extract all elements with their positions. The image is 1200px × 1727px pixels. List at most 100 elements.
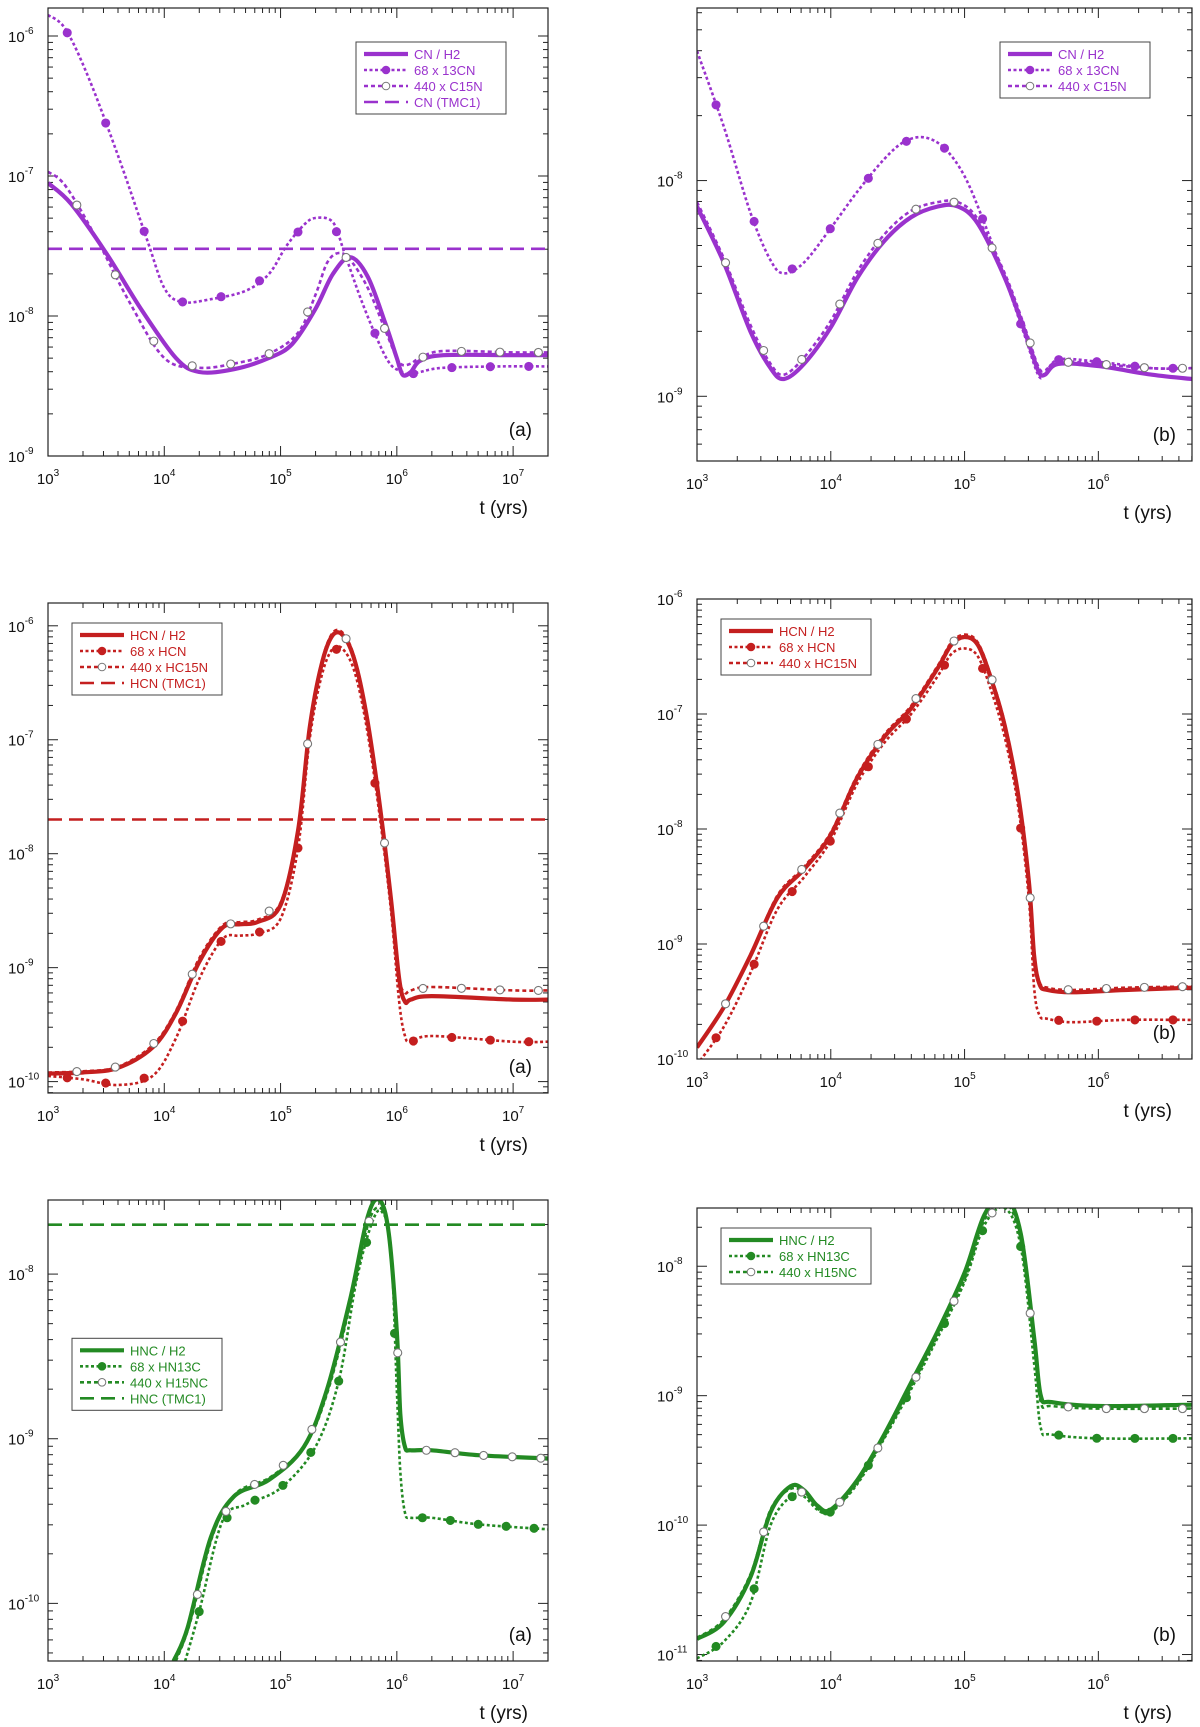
data-point — [501, 1521, 511, 1531]
y-tick-label: 10-9 — [657, 934, 683, 954]
x-axis-label: t (yrs) — [479, 1703, 528, 1724]
y-tick-label: 10-7 — [657, 704, 683, 724]
x-tick-label: 106 — [386, 468, 409, 488]
data-point — [1130, 1015, 1140, 1025]
x-tick-label: 105 — [953, 1071, 976, 1091]
data-point — [987, 243, 997, 253]
data-point — [1101, 983, 1111, 994]
data-point — [456, 983, 467, 993]
data-point — [485, 362, 495, 372]
data-point — [72, 1066, 82, 1077]
y-tick-label: 10-11 — [657, 1645, 688, 1665]
data-point — [1092, 1016, 1102, 1026]
y-tick-label: 10-8 — [8, 844, 34, 864]
legend-marker — [97, 662, 107, 672]
x-tick-label: 105 — [269, 1673, 292, 1693]
data-point — [303, 307, 313, 317]
data-point — [524, 361, 534, 371]
data-point — [835, 808, 845, 818]
legend-label: HCN / H2 — [779, 624, 835, 639]
plot-frame — [696, 7, 1193, 462]
data-point — [797, 864, 807, 874]
x-tick-label: 106 — [386, 1673, 409, 1693]
legend-marker — [1025, 81, 1035, 91]
legend-label: CN / H2 — [414, 47, 460, 62]
data-point — [911, 694, 921, 704]
data-point — [987, 1208, 997, 1218]
data-point — [408, 369, 418, 379]
data-point — [101, 118, 111, 128]
x-axis-label: t (yrs) — [1123, 503, 1172, 524]
data-point — [835, 1497, 845, 1507]
data-point — [797, 354, 807, 364]
data-point — [949, 197, 959, 207]
data-point — [911, 204, 921, 214]
data-point — [949, 636, 959, 646]
data-point — [149, 1038, 159, 1049]
data-point — [334, 1376, 344, 1386]
x-tick-label: 106 — [1087, 1673, 1110, 1693]
y-tick-label: 10-8 — [657, 1256, 683, 1276]
legend-marker — [97, 646, 107, 656]
data-point — [1177, 1404, 1188, 1414]
data-point — [901, 714, 911, 724]
data-point — [495, 985, 505, 995]
plot-frame — [47, 7, 549, 457]
data-point — [507, 1452, 517, 1462]
data-point — [749, 959, 759, 969]
y-tick-label: 10-10 — [657, 1049, 689, 1069]
series-line — [697, 633, 1192, 1049]
series-line — [48, 170, 548, 370]
data-point — [978, 214, 988, 224]
series-line — [171, 1200, 548, 1661]
legend-label: 68 x HCN — [130, 644, 186, 659]
legend-label: 440 x HC15N — [779, 656, 857, 671]
series-line — [697, 199, 1192, 377]
data-point — [759, 921, 769, 931]
data-point — [110, 1062, 120, 1072]
plot-frame — [696, 598, 1193, 1060]
data-point — [1139, 1404, 1149, 1414]
legend-marker — [1025, 65, 1035, 75]
data-point — [721, 999, 731, 1009]
legend-label: 440 x C15N — [414, 79, 483, 94]
x-tick-label: 104 — [153, 468, 176, 488]
data-point — [721, 1611, 731, 1622]
y-tick-label: 10-8 — [8, 306, 34, 326]
data-point — [711, 1641, 721, 1651]
data-point — [307, 1424, 317, 1435]
y-tick-label: 10-7 — [8, 166, 34, 186]
data-point — [1177, 982, 1188, 992]
data-point — [178, 1016, 188, 1026]
chart-panel-6: 103 104 105 106 10-11 10-10 10-9 10-8 HNC / H268… — [657, 1207, 1193, 1724]
data-point — [417, 1513, 427, 1523]
data-point — [178, 297, 188, 307]
legend-label: 68 x HN13C — [130, 1359, 201, 1374]
x-tick-label: 103 — [37, 1105, 60, 1125]
data-point — [293, 227, 303, 237]
data-point — [72, 200, 82, 210]
data-point — [62, 1073, 72, 1083]
data-point — [939, 143, 950, 153]
legend-marker — [381, 65, 391, 75]
series-line — [697, 50, 1192, 380]
legend-label: 68 x 13CN — [414, 63, 475, 78]
legend-marker — [746, 1267, 756, 1277]
x-tick-label: 103 — [37, 468, 60, 488]
data-point — [254, 927, 265, 937]
data-point — [139, 226, 149, 236]
data-point — [873, 1443, 883, 1453]
data-point — [408, 1036, 418, 1046]
data-point — [835, 299, 845, 309]
data-point — [495, 347, 505, 357]
data-point — [536, 1453, 546, 1463]
data-point — [221, 1506, 231, 1516]
series-line — [48, 628, 548, 1074]
data-point — [216, 936, 226, 947]
x-tick-label: 107 — [502, 468, 525, 488]
legend-label: 440 x C15N — [1058, 79, 1127, 94]
legend-marker — [97, 1362, 107, 1371]
data-point — [62, 28, 72, 38]
